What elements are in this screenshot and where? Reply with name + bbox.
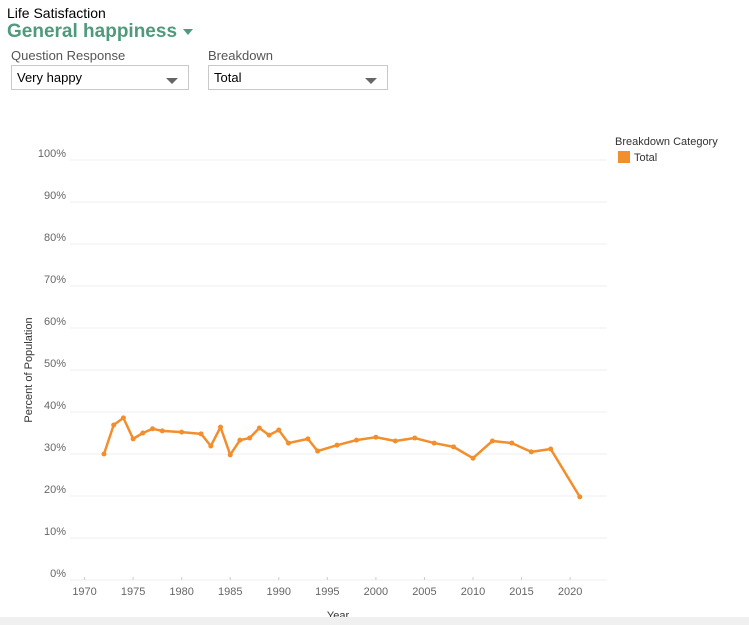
y-tick-label: 50%: [44, 358, 66, 370]
data-point: [392, 438, 398, 444]
x-tick-label: 1990: [267, 586, 291, 598]
data-point: [412, 435, 418, 441]
data-point: [577, 494, 583, 500]
x-tick-label: 2020: [558, 586, 582, 598]
data-point: [218, 424, 224, 430]
y-tick-label: 100%: [38, 148, 66, 160]
data-point: [150, 426, 156, 432]
x-tick-label: 1995: [315, 586, 339, 598]
y-tick-label: 40%: [44, 400, 66, 412]
line-series: [102, 416, 581, 498]
x-tick-label: 2005: [412, 586, 436, 598]
data-point: [334, 442, 340, 448]
data-point: [256, 425, 262, 431]
x-tick-label: 1980: [169, 586, 193, 598]
data-point: [111, 422, 117, 428]
data-point: [247, 435, 253, 441]
filter-dropdown[interactable]: Total: [208, 65, 388, 90]
measure-selector[interactable]: General happiness: [7, 21, 194, 43]
caret-icon: [365, 78, 377, 84]
data-point: [120, 415, 126, 421]
filter-value: Total: [214, 70, 242, 85]
y-tick-label: 70%: [44, 274, 66, 286]
x-tick-label: 1975: [121, 586, 145, 598]
x-tick-label: 2010: [461, 586, 485, 598]
measure-name: General happiness: [7, 21, 178, 42]
filter-label: Breakdown: [208, 48, 274, 63]
data-point: [130, 436, 136, 442]
data-point: [276, 427, 282, 433]
data-point: [373, 434, 379, 440]
data-point: [285, 440, 291, 446]
data-point: [179, 429, 185, 435]
caret-icon: [183, 28, 194, 35]
legend-swatch: [618, 151, 630, 163]
y-axis-title: Percent of Population: [23, 317, 35, 422]
data-point: [198, 431, 204, 437]
data-point: [315, 448, 321, 454]
legend-title: Breakdown Category: [615, 136, 718, 148]
data-point: [353, 437, 359, 443]
data-point: [237, 437, 243, 443]
filter-label: Question Response: [11, 48, 126, 63]
caret-icon: [166, 78, 178, 84]
y-tick-label: 30%: [44, 442, 66, 454]
data-point: [509, 440, 515, 446]
data-point: [227, 452, 233, 458]
data-point: [266, 432, 272, 438]
y-tick-label: 80%: [44, 232, 66, 244]
data-point: [208, 443, 214, 449]
y-tick-label: 90%: [44, 190, 66, 202]
data-point: [305, 436, 311, 442]
x-tick-label: 1970: [72, 586, 96, 598]
filter-dropdown[interactable]: Very happy: [11, 65, 189, 90]
data-point: [159, 428, 165, 434]
page-title: Life Satisfaction: [7, 5, 106, 21]
y-tick-label: 20%: [44, 484, 66, 496]
y-tick-label: 60%: [44, 316, 66, 328]
footer-bar: [0, 617, 749, 625]
data-point: [489, 438, 495, 444]
data-point: [548, 446, 554, 452]
legend-label: Total: [634, 152, 657, 164]
y-tick-label: 10%: [44, 526, 66, 538]
data-point: [470, 455, 476, 461]
data-point: [101, 451, 107, 457]
x-tick-label: 2015: [509, 586, 533, 598]
data-point: [140, 430, 146, 436]
x-tick-label: 1985: [218, 586, 242, 598]
filter-value: Very happy: [17, 70, 83, 85]
data-point: [528, 449, 534, 455]
y-tick-label: 0%: [50, 568, 66, 580]
data-point: [431, 440, 437, 446]
data-point: [451, 444, 457, 450]
x-tick-label: 2000: [364, 586, 388, 598]
